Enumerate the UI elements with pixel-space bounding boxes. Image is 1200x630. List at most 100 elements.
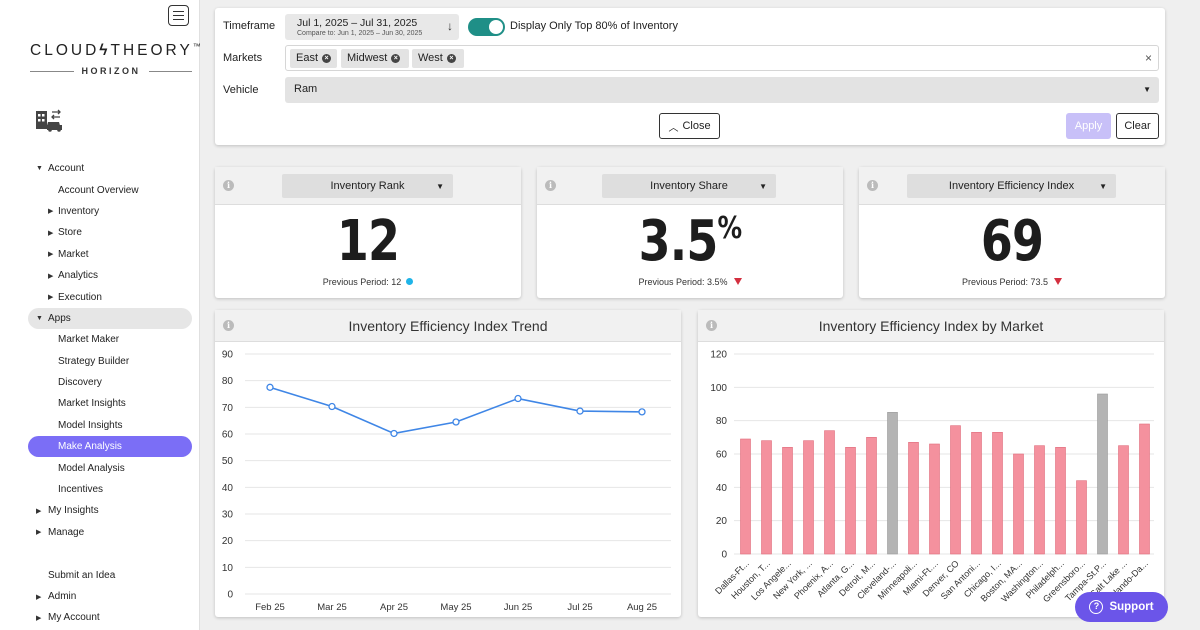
y-tick-label: 40 bbox=[716, 483, 728, 494]
top-inventory-toggle[interactable] bbox=[468, 18, 505, 36]
trend-series-line bbox=[269, 386, 643, 435]
menu-toggle-button[interactable] bbox=[168, 5, 189, 26]
market-bar bbox=[824, 430, 835, 555]
sidebar-item-strategy-builder[interactable]: Strategy Builder bbox=[28, 351, 192, 372]
sidebar-item-market-maker[interactable]: Market Maker bbox=[28, 329, 192, 350]
kpi-metric-select[interactable]: Inventory Efficiency Index ▼ bbox=[907, 174, 1116, 198]
market-bar bbox=[1076, 480, 1087, 555]
sidebar-item-market-insights[interactable]: Market Insights bbox=[28, 393, 192, 414]
sidebar-item-market[interactable]: ▶ Market bbox=[28, 244, 192, 265]
sidebar-item-store[interactable]: ▶ Store bbox=[28, 222, 192, 243]
chevron-up-icon: ︿ bbox=[668, 122, 679, 134]
y-tick-label: 20 bbox=[222, 536, 234, 547]
y-tick-label: 0 bbox=[721, 550, 727, 561]
market-chip: West × bbox=[412, 49, 464, 68]
info-icon[interactable]: i bbox=[706, 320, 717, 331]
caret-right-icon: ▶ bbox=[36, 507, 42, 515]
no-change-dot-icon bbox=[406, 278, 414, 285]
kpi-value: 69 bbox=[980, 209, 1044, 274]
y-tick-label: 10 bbox=[222, 563, 234, 574]
sidebar-item-inventory[interactable]: ▶ Inventory bbox=[28, 201, 192, 222]
market-bar bbox=[971, 432, 982, 555]
sidebar-item-label: My Insights bbox=[48, 505, 99, 517]
market-chip: Midwest × bbox=[341, 49, 409, 68]
market-bar bbox=[1118, 445, 1129, 555]
timeframe-compare: Compare to: Jun 1, 2025 – Jun 30, 2025 bbox=[297, 30, 423, 37]
toggle-label: Display Only Top 80% of Inventory bbox=[510, 20, 678, 32]
x-tick-label: Jul 25 bbox=[567, 602, 592, 613]
sidebar-item-make-analysis[interactable]: Make Analysis bbox=[28, 436, 192, 458]
vehicle-select[interactable]: Ram ▼ bbox=[285, 77, 1159, 103]
sidebar-item-label: Store bbox=[58, 227, 82, 239]
sidebar-item-spacer bbox=[28, 543, 192, 564]
close-filters-button[interactable]: ︿ Close bbox=[659, 113, 720, 139]
chart-title: Inventory Efficiency Index Trend bbox=[348, 318, 548, 334]
filter-panel: Timeframe Jul 1, 2025 – Jul 31, 2025 Com… bbox=[215, 8, 1165, 145]
timeframe-picker[interactable]: Jul 1, 2025 – Jul 31, 2025 Compare to: J… bbox=[285, 14, 459, 40]
sidebar-item-account-overview[interactable]: Account Overview bbox=[28, 179, 192, 200]
sidebar-item-manage[interactable]: ▶ Manage bbox=[28, 522, 192, 543]
info-icon[interactable]: i bbox=[867, 180, 878, 191]
x-tick-label: May 25 bbox=[440, 602, 471, 613]
sidebar-item-label: Manage bbox=[48, 526, 85, 538]
sidebar-item-submit-an-idea[interactable]: Submit an Idea bbox=[28, 564, 192, 585]
markets-label: Markets bbox=[223, 52, 263, 64]
trend-point bbox=[266, 383, 274, 391]
sidebar-item-label: Admin bbox=[48, 591, 77, 602]
caret-down-icon: ▼ bbox=[1143, 85, 1151, 94]
sidebar-item-label: Make Analysis bbox=[58, 441, 122, 453]
market-bar bbox=[929, 443, 940, 555]
sidebar-item-model-insights[interactable]: Model Insights bbox=[28, 415, 192, 436]
remove-chip-icon[interactable]: × bbox=[391, 54, 401, 63]
caret-right-icon: ▶ bbox=[48, 251, 54, 259]
sidebar-item-model-analysis[interactable]: Model Analysis bbox=[28, 457, 192, 478]
trend-point bbox=[390, 429, 398, 438]
sidebar-item-account[interactable]: ▼ Account bbox=[28, 158, 192, 179]
vehicle-label: Vehicle bbox=[223, 84, 259, 96]
sidebar-item-label: Strategy Builder bbox=[58, 355, 130, 367]
sidebar-item-analytics[interactable]: ▶ Analytics bbox=[28, 265, 192, 286]
chart-title: Inventory Efficiency Index by Market bbox=[818, 318, 1044, 334]
clear-button[interactable]: Clear bbox=[1116, 113, 1159, 139]
kpi-metric-select[interactable]: Inventory Rank ▼ bbox=[282, 174, 453, 198]
sidebar-item-admin[interactable]: ▶ Admin bbox=[28, 586, 192, 607]
y-tick-label: 70 bbox=[222, 403, 234, 414]
kpi-metric-select[interactable]: Inventory Share ▼ bbox=[602, 174, 776, 198]
kpi-card-inventory-share: i Inventory Share ▼ 3.5% Previous Period:… bbox=[537, 167, 843, 298]
info-icon[interactable]: i bbox=[545, 180, 556, 191]
clear-markets-icon[interactable]: × bbox=[1144, 51, 1152, 65]
info-icon[interactable]: i bbox=[223, 320, 234, 331]
support-button[interactable]: ? Support bbox=[1075, 592, 1168, 622]
sidebar-item-execution[interactable]: ▶ Execution bbox=[28, 286, 192, 307]
kpi-value: 3.5% bbox=[638, 209, 743, 274]
cloud-theory-logo: CLOUDϟTHEORY™ HORIZON bbox=[30, 42, 201, 76]
sidebar-item-label: Market Insights bbox=[58, 398, 126, 410]
market-bar bbox=[1139, 423, 1150, 555]
markets-select[interactable]: East × Midwest × West × × bbox=[285, 45, 1159, 71]
market-bar bbox=[1055, 447, 1066, 555]
sidebar-item-apps[interactable]: ▼ Apps bbox=[28, 307, 192, 330]
caret-right-icon: ▶ bbox=[36, 529, 42, 537]
sidebar-nav: ▼ Account Account Overview ▶ Inventory ▶ Store… bbox=[28, 158, 192, 629]
sidebar-item-discovery[interactable]: Discovery bbox=[28, 372, 192, 393]
remove-chip-icon[interactable]: × bbox=[446, 54, 456, 63]
trend-line-chart: 0 10 20 30 40 50 60 70 80 90 Feb 25 Mar 25 Apr 25 May… bbox=[222, 350, 671, 613]
kpi-previous: Previous Period: 12 bbox=[215, 277, 521, 287]
apply-button[interactable]: Apply bbox=[1066, 113, 1111, 139]
caret-down-icon: ▼ bbox=[1099, 181, 1107, 191]
caret-right-icon: ▶ bbox=[48, 208, 54, 216]
sidebar-item-my-account[interactable]: ▶ My Account bbox=[28, 607, 192, 628]
remove-chip-icon[interactable]: × bbox=[322, 54, 332, 63]
sidebar-item-incentives[interactable]: Incentives bbox=[28, 479, 192, 500]
timeframe-label: Timeframe bbox=[223, 20, 276, 32]
y-tick-label: 80 bbox=[222, 376, 234, 387]
info-icon[interactable]: i bbox=[223, 180, 234, 191]
market-chart-card: i Inventory Efficiency Index by Market 0… bbox=[698, 310, 1164, 617]
caret-right-icon: ▶ bbox=[48, 272, 54, 280]
sidebar-item-label: Submit an Idea bbox=[48, 569, 116, 581]
trend-chart-card: i Inventory Efficiency Index Trend 0 10 20… bbox=[215, 310, 681, 617]
sidebar-item-my-insights[interactable]: ▶ My Insights bbox=[28, 500, 192, 521]
sidebar-item-label: Account bbox=[48, 163, 85, 175]
trend-point bbox=[514, 394, 522, 403]
bolt-icon: ϟ bbox=[99, 42, 111, 59]
